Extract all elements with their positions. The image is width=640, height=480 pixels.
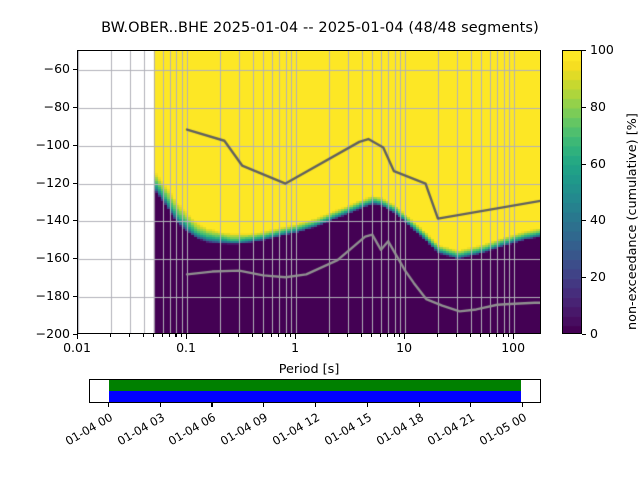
y-tick-mark <box>73 144 77 146</box>
x-minor-tick-mark <box>480 334 482 337</box>
x-minor-tick-mark <box>129 334 131 337</box>
timeline-tick-label: 01-04 09 <box>218 410 271 449</box>
timeline-band-psd-segments <box>108 391 522 402</box>
y-tick-label: −180 <box>35 288 70 304</box>
colorbar-tick-label: 100 <box>590 42 614 57</box>
colorbar-tick-mark <box>582 334 586 336</box>
timeline-tick-mark <box>366 403 368 407</box>
x-minor-tick-mark <box>284 334 286 337</box>
colorbar-tick-mark <box>582 220 586 222</box>
timeline-band-data-coverage <box>108 380 522 391</box>
timeline-tick-label: 01-04 18 <box>373 410 426 449</box>
ppsd-plot-area <box>77 50 541 334</box>
x-minor-tick-mark <box>251 334 253 337</box>
x-minor-tick-mark <box>393 334 395 337</box>
y-tick-mark <box>73 106 77 108</box>
x-minor-tick-mark <box>161 334 163 337</box>
timeline-plot-area <box>89 379 541 403</box>
y-tick-mark <box>73 220 77 222</box>
x-minor-tick-mark <box>109 334 111 337</box>
colorbar-tick-mark <box>582 163 586 165</box>
x-minor-tick-mark <box>399 334 401 337</box>
x-tick-label: 100 <box>501 340 526 355</box>
x-minor-tick-mark <box>169 334 171 337</box>
y-tick-mark <box>73 68 77 71</box>
x-minor-tick-mark <box>218 334 220 337</box>
x-minor-tick-mark <box>142 334 144 337</box>
timeline-tick-label: 01-04 00 <box>62 410 115 449</box>
timeline-tick-mark <box>211 403 213 407</box>
y-tick-label: −160 <box>35 250 70 266</box>
x-tick-mark <box>77 334 79 339</box>
y-tick-label: −140 <box>35 212 70 228</box>
y-tick-label: −120 <box>35 174 70 190</box>
x-tick-label: 0.1 <box>176 340 196 355</box>
x-minor-tick-mark <box>456 334 458 337</box>
timeline-tick-mark <box>159 403 161 407</box>
y-tick-label: −200 <box>35 326 70 341</box>
page-title: BW.OBER..BHE 2025-01-04 -- 2025-01-04 (4… <box>101 20 539 36</box>
colorbar-tick-label: 80 <box>590 98 606 114</box>
x-tick-label: 0.01 <box>63 340 91 355</box>
colorbar-label: non-exceedance (cumulative) [%] <box>625 113 640 330</box>
colorbar-tick-mark <box>582 106 586 108</box>
x-tick-mark <box>404 334 406 339</box>
x-minor-tick-mark <box>181 334 183 337</box>
y-tick-label: −100 <box>35 136 70 152</box>
colorbar-tick-label: 60 <box>590 155 606 171</box>
x-minor-tick-mark <box>496 334 498 337</box>
colorbar-tick-label: 20 <box>590 269 606 285</box>
x-minor-tick-mark <box>270 334 272 337</box>
x-minor-tick-mark <box>347 334 349 337</box>
y-tick-mark <box>73 182 77 184</box>
y-tick-label: −80 <box>43 98 70 114</box>
timeline-tick-mark <box>263 403 265 407</box>
y-tick-mark <box>73 296 77 298</box>
colorbar-gradient <box>563 51 581 333</box>
x-axis-label: Period [s] <box>278 362 340 377</box>
colorbar-tick-label: 40 <box>590 212 606 228</box>
timeline-tick-mark <box>418 403 420 407</box>
timeline-tick-mark <box>522 403 524 407</box>
timeline-tick-mark <box>107 403 109 407</box>
y-tick-mark <box>73 334 77 336</box>
x-minor-tick-mark <box>371 334 373 337</box>
timeline-tick-label: 01-05 00 <box>476 410 530 449</box>
x-tick-mark <box>513 334 515 339</box>
timeline-tick-mark <box>470 403 472 407</box>
timeline-tick-label: 01-04 06 <box>166 410 219 449</box>
x-minor-tick-mark <box>488 334 491 337</box>
x-tick-mark <box>295 334 297 339</box>
colorbar-tick-label: 0 <box>590 326 598 341</box>
y-tick-mark <box>73 258 77 260</box>
timeline-tick-label: 01-04 21 <box>425 410 478 449</box>
x-minor-tick-mark <box>360 334 362 337</box>
x-minor-tick-mark <box>327 334 329 337</box>
x-minor-tick-mark <box>278 334 280 337</box>
noise-model-curves <box>78 51 540 333</box>
x-minor-tick-mark <box>290 334 292 337</box>
x-minor-tick-mark <box>153 334 155 337</box>
x-tick-mark <box>186 334 188 339</box>
x-tick-label: 1 <box>291 340 300 355</box>
colorbar <box>562 50 582 334</box>
colorbar-tick-mark <box>582 50 586 52</box>
x-minor-tick-mark <box>262 334 264 337</box>
x-minor-tick-mark <box>175 334 177 337</box>
x-minor-tick-mark <box>387 334 389 337</box>
y-tick-label: −60 <box>43 60 70 76</box>
x-minor-tick-mark <box>502 334 504 337</box>
timeline-tick-mark <box>315 403 317 407</box>
x-minor-tick-mark <box>469 334 471 337</box>
timeline-tick-label: 01-04 15 <box>321 410 374 449</box>
x-tick-label: 10 <box>396 340 413 355</box>
x-minor-tick-mark <box>436 334 439 337</box>
timeline-tick-label: 01-04 03 <box>114 410 167 449</box>
colorbar-tick-mark <box>582 277 586 279</box>
x-minor-tick-mark <box>238 334 240 337</box>
x-minor-tick-mark <box>379 334 382 337</box>
x-minor-tick-mark <box>508 334 510 337</box>
timeline-tick-label: 01-04 12 <box>269 410 322 449</box>
